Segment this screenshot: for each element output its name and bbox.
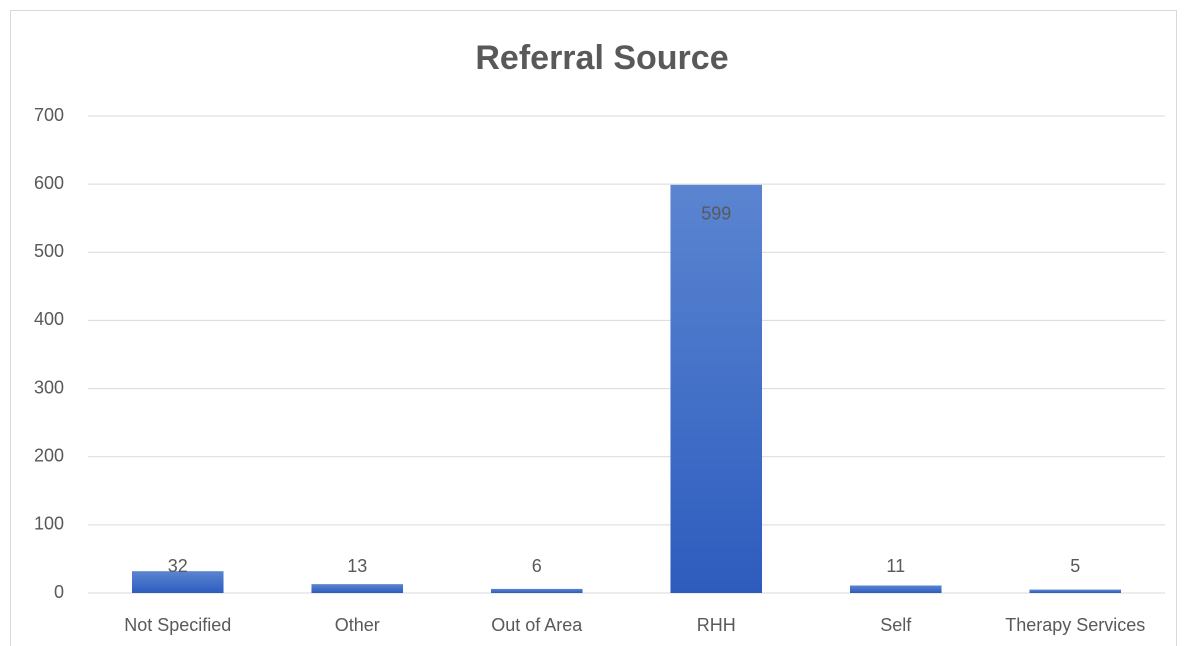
- x-tick-label: RHH: [697, 615, 736, 635]
- x-tick-label: Self: [880, 615, 912, 635]
- bar: [849, 585, 942, 593]
- y-tick-label: 0: [54, 582, 64, 602]
- bar: [131, 571, 224, 593]
- data-label: 5: [1070, 556, 1080, 576]
- data-label: 13: [347, 556, 367, 576]
- y-tick-label: 400: [34, 309, 64, 329]
- data-label: 32: [168, 556, 188, 576]
- y-tick-label: 600: [34, 173, 64, 193]
- x-tick-label: Not Specified: [124, 615, 231, 635]
- x-tick-label: Therapy Services: [1005, 615, 1145, 635]
- bar: [490, 588, 583, 593]
- y-tick-label: 100: [34, 514, 64, 534]
- bar: [670, 184, 763, 593]
- y-tick-label: 500: [34, 241, 64, 261]
- chart-frame: [10, 10, 1177, 646]
- y-tick-label: 700: [34, 105, 64, 125]
- x-tick-label: Out of Area: [491, 615, 583, 635]
- x-tick-label: Other: [335, 615, 380, 635]
- data-label: 599: [701, 204, 731, 224]
- bar: [1029, 589, 1122, 593]
- data-label: 11: [886, 556, 905, 576]
- y-tick-label: 300: [34, 377, 64, 397]
- bar: [311, 584, 404, 593]
- chart-title: Referral Source: [475, 39, 728, 77]
- y-tick-label: 200: [34, 445, 64, 465]
- data-label: 6: [532, 556, 542, 576]
